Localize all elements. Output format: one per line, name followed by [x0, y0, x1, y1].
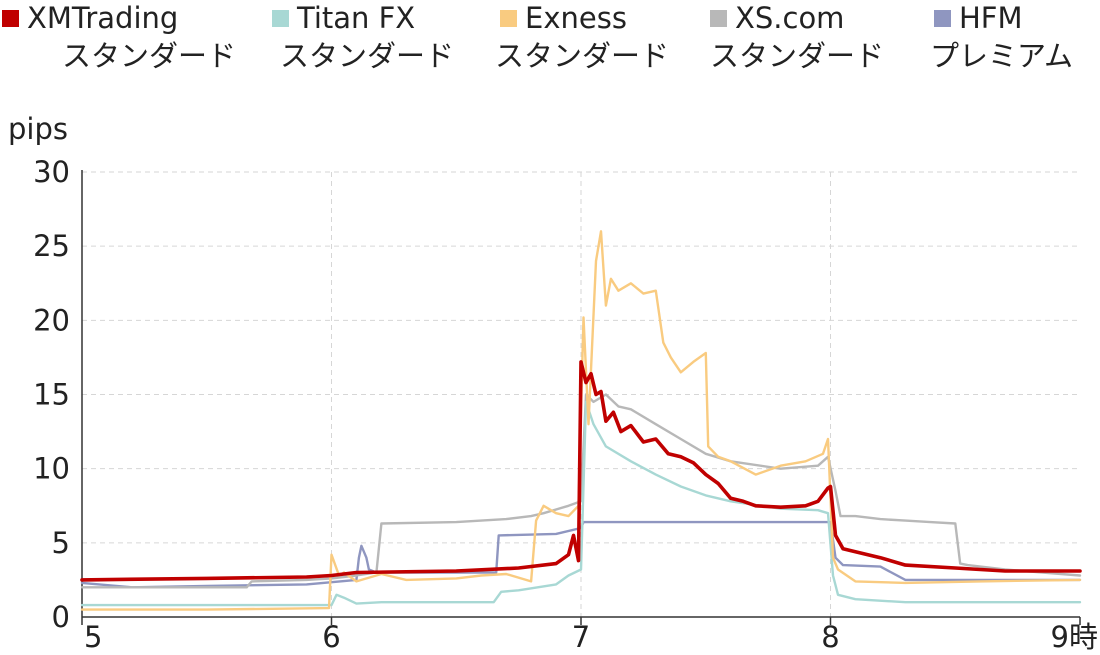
legend-item-hfm: HFM プレミアム — [930, 0, 1073, 76]
legend-sublabel-titanfx: スタンダード — [280, 39, 455, 73]
series-line-titanfx — [80, 400, 1082, 607]
legend-sublabel-hfm: プレミアム — [930, 39, 1073, 73]
series-line-xscom — [80, 393, 1082, 589]
legend-sublabel-exness: スタンダード — [495, 39, 670, 73]
x-tick-label: 9時 — [1051, 620, 1098, 654]
chart-legend: XMTrading スタンダード Titan FX スタンダード Exness … — [0, 0, 1100, 90]
legend-label-xmtrading: XMTrading — [27, 1, 179, 35]
legend-swatch-exness — [500, 9, 517, 27]
series-line-xmtrading — [80, 360, 1082, 582]
x-tick-label: 5 — [84, 620, 102, 654]
legend-swatch-hfm — [934, 9, 951, 27]
legend-label-hfm: HFM — [959, 1, 1023, 35]
legend-label-titanfx: Titan FX — [297, 1, 416, 35]
y-tick-label: 5 — [52, 526, 70, 560]
y-tick-label: 0 — [52, 600, 70, 634]
y-tick-label: 10 — [33, 452, 70, 486]
x-tick-label: 8 — [821, 620, 839, 654]
y-tick-label: 30 — [33, 155, 70, 189]
legend-label-xscom: XS.com — [735, 1, 845, 35]
legend-label-exness: Exness — [525, 1, 627, 35]
y-tick-label: 20 — [33, 303, 70, 337]
legend-sublabel-xscom: スタンダード — [710, 39, 885, 73]
legend-swatch-titanfx — [272, 9, 289, 27]
y-axis-title: pips — [8, 112, 68, 146]
legend-swatch-xscom — [710, 9, 727, 27]
legend-sublabel-xmtrading: スタンダード — [62, 39, 237, 73]
series-lines — [80, 230, 1082, 611]
y-tick-label: 25 — [33, 229, 70, 263]
x-tick-label: 6 — [322, 620, 340, 654]
series-line-hfm — [80, 520, 1082, 589]
legend-item-xscom: XS.com スタンダード — [710, 0, 884, 76]
legend-item-titanfx: Titan FX スタンダード — [272, 0, 454, 76]
y-tick-label: 15 — [33, 378, 70, 412]
series-line-exness — [80, 230, 1082, 611]
legend-item-exness: Exness スタンダード — [495, 0, 669, 76]
legend-item-xmtrading: XMTrading スタンダード — [2, 0, 236, 76]
x-tick-label: 7 — [572, 620, 590, 654]
legend-swatch-xmtrading — [2, 9, 19, 27]
axes — [81, 170, 1081, 625]
